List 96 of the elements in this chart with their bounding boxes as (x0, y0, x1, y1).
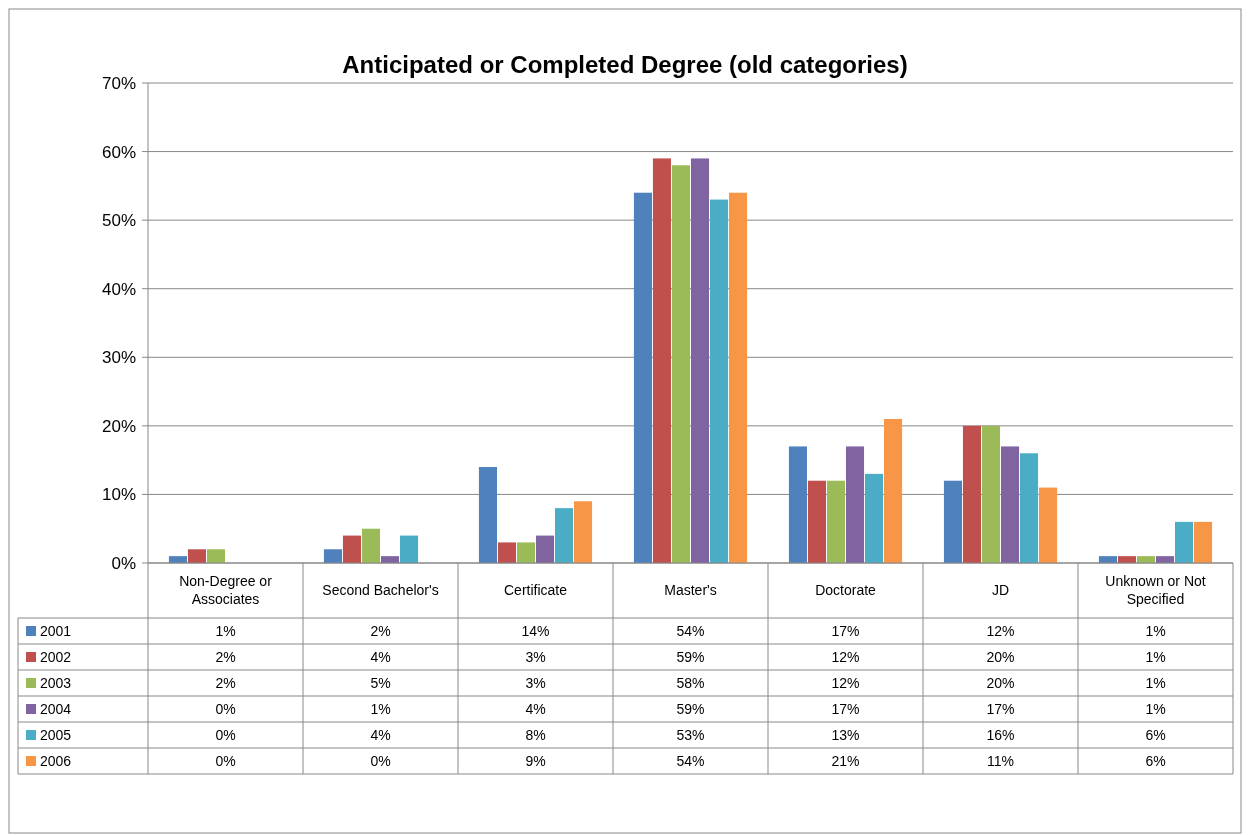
y-tick-label: 70% (101, 73, 136, 93)
y-tick-label: 0% (111, 553, 136, 573)
data-label: 3% (525, 674, 546, 691)
data-label: 8% (525, 726, 546, 743)
data-label: 0% (215, 752, 236, 769)
bar (323, 549, 342, 563)
data-label: 4% (370, 726, 391, 743)
data-label: 12% (986, 622, 1015, 639)
data-label: 3% (525, 648, 546, 665)
data-label: 14% (521, 622, 550, 639)
bar (478, 467, 497, 563)
y-tick-label: 10% (101, 485, 136, 505)
bar (729, 192, 748, 563)
data-label: 2% (370, 622, 391, 639)
data-label: 1% (215, 622, 236, 639)
bar (1000, 446, 1020, 563)
data-label: 4% (525, 700, 546, 717)
bar (652, 158, 672, 563)
legend-label: 2006 (40, 752, 72, 769)
data-label: 17% (831, 700, 860, 717)
bar (671, 165, 691, 563)
data-label: 13% (831, 726, 860, 743)
bar (1039, 487, 1058, 563)
x-tick-label: Non-Degree or Associates (179, 573, 273, 608)
data-label: 9% (525, 752, 546, 769)
data-label: 54% (676, 622, 705, 639)
y-tick-label: 30% (101, 348, 136, 368)
data-label: 17% (831, 622, 860, 639)
data-label: 0% (215, 726, 236, 743)
x-tick-label: Doctorate (815, 582, 877, 599)
legend-label: 2002 (40, 648, 72, 665)
data-label: 11% (987, 752, 1014, 769)
x-tick-label: Unknown or Not Specified (1105, 573, 1206, 608)
x-tick-label: Certificate (503, 582, 568, 599)
data-label: 21% (831, 752, 860, 769)
y-tick-label: 50% (101, 211, 136, 231)
bar (497, 542, 517, 563)
bar (574, 501, 593, 563)
bar (962, 425, 982, 563)
bar (943, 480, 962, 563)
bar (807, 480, 827, 563)
bar (535, 535, 555, 563)
data-label: 2% (215, 648, 236, 665)
legend-label: 2005 (40, 726, 72, 743)
y-tick-label: 20% (101, 416, 136, 436)
data-label: 59% (676, 648, 705, 665)
bar (884, 419, 903, 563)
bar (342, 535, 362, 563)
data-label: 59% (676, 700, 705, 717)
data-label: 58% (676, 674, 705, 691)
bar (187, 549, 207, 563)
data-label: 1% (1145, 674, 1166, 691)
data-label: 53% (676, 726, 705, 743)
x-tick-label: JD (991, 582, 1010, 599)
data-label: 6% (1145, 752, 1166, 769)
bar (1019, 453, 1039, 563)
bar (361, 528, 381, 563)
x-tick-label: Master's (664, 582, 717, 599)
chart-title: Anticipated or Completed Degree (old categories) (342, 51, 908, 78)
data-label: 2% (215, 674, 236, 691)
legend-label: 2003 (40, 674, 72, 691)
data-label: 54% (676, 752, 705, 769)
data-label: 17% (986, 700, 1015, 717)
data-label: 4% (370, 648, 391, 665)
bar (206, 549, 226, 563)
data-label: 20% (986, 674, 1015, 691)
data-label: 0% (215, 700, 236, 717)
data-label: 1% (1145, 622, 1166, 639)
data-label: 1% (1145, 700, 1166, 717)
data-label: 6% (1145, 726, 1166, 743)
bar (516, 542, 536, 563)
data-label: 1% (1145, 648, 1166, 665)
y-tick-label: 40% (101, 279, 136, 299)
bar (981, 425, 1001, 563)
data-label: 12% (831, 674, 860, 691)
bar (845, 446, 865, 563)
bar (864, 473, 884, 563)
bar (1194, 521, 1213, 563)
bar (1174, 521, 1194, 563)
bar (633, 192, 652, 563)
x-tick-label: Second Bachelor's (322, 582, 439, 599)
bar (690, 158, 710, 563)
data-label: 0% (370, 752, 391, 769)
bar (554, 508, 574, 563)
bar (788, 446, 807, 563)
data-label: 12% (831, 648, 860, 665)
bar (709, 199, 729, 563)
legend-label: 2001 (40, 622, 72, 639)
bar (826, 480, 846, 563)
bar (399, 535, 419, 563)
data-label: 16% (986, 726, 1015, 743)
y-tick-label: 60% (101, 142, 136, 162)
data-label: 20% (986, 648, 1015, 665)
data-label: 1% (370, 700, 391, 717)
data-label: 5% (370, 674, 391, 691)
legend-label: 2004 (40, 700, 72, 717)
